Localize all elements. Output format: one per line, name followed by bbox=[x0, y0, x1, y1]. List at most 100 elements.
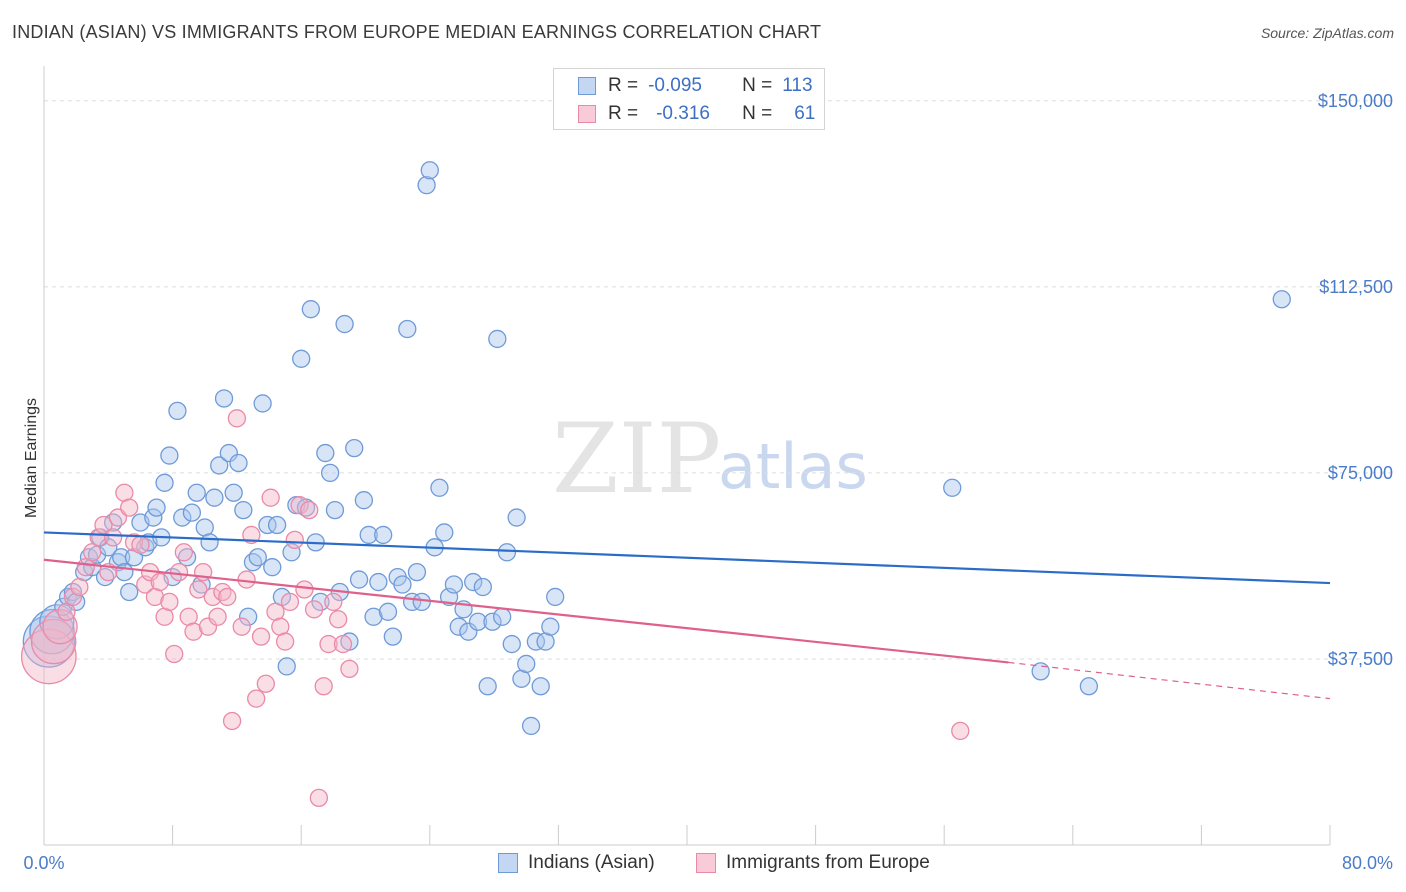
watermark-zip: ZIP bbox=[552, 403, 721, 515]
point-indians bbox=[464, 572, 483, 592]
legend-label-indians: Indians (Asian) bbox=[528, 852, 655, 873]
point-indians bbox=[364, 607, 383, 626]
point-indians bbox=[359, 525, 378, 545]
y-tick-label: $150,000 bbox=[1318, 91, 1393, 111]
point-europe bbox=[103, 528, 123, 547]
point-europe bbox=[63, 587, 83, 607]
point-indians bbox=[187, 483, 206, 502]
point-indians bbox=[407, 562, 427, 582]
point-europe bbox=[232, 617, 251, 636]
point-europe bbox=[184, 622, 203, 641]
point-indians bbox=[398, 319, 417, 339]
y-tick-label: $37,500 bbox=[1328, 649, 1393, 669]
point-indians bbox=[258, 515, 277, 535]
point-indians bbox=[120, 582, 139, 602]
x-tick-label: 80.0% bbox=[1342, 853, 1393, 873]
trend-lines bbox=[43, 531, 1331, 700]
legend-r-value: -0.316 bbox=[656, 103, 710, 124]
point-europe bbox=[160, 592, 179, 612]
point-europe bbox=[295, 580, 314, 599]
point-europe bbox=[314, 677, 333, 696]
tick-labels: $37,500 $75,000 $112,500 $150,000 0.0% 80.0% bbox=[23, 91, 1393, 873]
point-indians bbox=[248, 548, 267, 567]
point-indians bbox=[95, 567, 115, 587]
point-europe bbox=[30, 618, 77, 665]
point-indians bbox=[267, 515, 287, 535]
point-europe bbox=[42, 609, 78, 645]
point-indians bbox=[112, 548, 131, 567]
legend-swatch-pink bbox=[696, 853, 716, 873]
point-indians bbox=[459, 622, 478, 641]
legend-row-indians: R = -0.095 N = 113 bbox=[578, 73, 813, 99]
point-indians bbox=[473, 577, 492, 597]
point-indians bbox=[325, 500, 345, 520]
point-indians bbox=[182, 503, 202, 522]
point-europe bbox=[203, 587, 222, 607]
legend-swatch-blue bbox=[498, 853, 518, 873]
axes bbox=[43, 66, 1331, 846]
point-indians bbox=[468, 612, 488, 631]
point-indians bbox=[67, 592, 86, 612]
trend-line-indians bbox=[43, 531, 1331, 585]
point-indians bbox=[354, 491, 374, 510]
series-legend: Indians (Asian) Immigrants from Europe bbox=[0, 852, 1406, 878]
point-indians bbox=[144, 508, 163, 527]
point-indians bbox=[219, 443, 239, 463]
point-indians bbox=[521, 716, 541, 736]
point-indians bbox=[292, 349, 311, 368]
point-europe bbox=[70, 577, 89, 597]
point-indians bbox=[483, 612, 502, 631]
point-indians bbox=[546, 587, 565, 607]
legend-n-label: N = bbox=[742, 103, 773, 124]
point-indians bbox=[478, 677, 497, 696]
point-europe bbox=[340, 659, 359, 679]
point-europe bbox=[256, 674, 275, 693]
point-europe bbox=[333, 634, 353, 654]
point-europe bbox=[324, 592, 343, 612]
point-europe bbox=[319, 634, 338, 654]
legend-item-europe: Immigrants from Europe bbox=[696, 852, 930, 874]
legend-n-value: 113 bbox=[782, 75, 813, 96]
series-europe-points bbox=[20, 409, 970, 808]
point-europe bbox=[285, 530, 304, 550]
point-indians bbox=[345, 438, 364, 458]
point-indians bbox=[417, 175, 436, 195]
point-europe bbox=[227, 409, 247, 428]
legend-r-label: R = bbox=[608, 103, 639, 124]
point-europe bbox=[189, 580, 208, 599]
point-indians bbox=[214, 389, 234, 408]
point-indians bbox=[378, 602, 398, 621]
point-indians bbox=[412, 592, 431, 612]
point-indians bbox=[393, 575, 412, 594]
point-indians bbox=[517, 654, 536, 674]
point-europe bbox=[20, 628, 77, 685]
point-indians bbox=[155, 473, 174, 492]
point-europe bbox=[951, 721, 970, 741]
trend-extension-europe bbox=[1008, 661, 1331, 700]
point-europe bbox=[150, 572, 169, 592]
point-europe bbox=[304, 600, 324, 619]
point-europe bbox=[198, 617, 218, 636]
point-indians bbox=[1079, 677, 1099, 696]
point-indians bbox=[435, 523, 454, 542]
y-tick-label: $75,000 bbox=[1328, 463, 1393, 483]
point-indians bbox=[39, 604, 75, 640]
legend-r-label: R = bbox=[608, 75, 639, 96]
point-indians bbox=[316, 443, 335, 463]
point-indians bbox=[177, 548, 197, 567]
y-tick-label: $112,500 bbox=[1319, 277, 1393, 297]
point-indians bbox=[263, 558, 282, 577]
legend-r-value: -0.095 bbox=[648, 75, 702, 96]
point-europe bbox=[208, 607, 227, 626]
point-europe bbox=[131, 535, 150, 554]
point-indians bbox=[492, 607, 512, 626]
trend-line-europe bbox=[43, 558, 1009, 664]
point-europe bbox=[169, 562, 189, 582]
legend-swatch-pink bbox=[578, 105, 596, 123]
point-europe bbox=[275, 632, 295, 651]
legend-swatch-blue bbox=[578, 77, 596, 95]
point-indians bbox=[531, 677, 550, 696]
point-europe bbox=[222, 711, 242, 731]
point-indians bbox=[444, 575, 464, 594]
point-europe bbox=[242, 525, 261, 545]
